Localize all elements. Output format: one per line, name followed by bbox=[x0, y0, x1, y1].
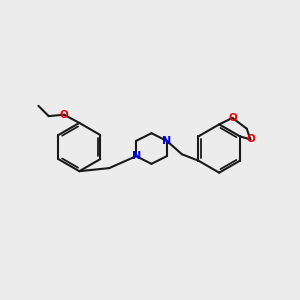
Text: O: O bbox=[228, 113, 237, 123]
Text: O: O bbox=[246, 134, 255, 144]
Text: N: N bbox=[131, 151, 141, 161]
Text: N: N bbox=[162, 136, 171, 146]
Text: O: O bbox=[60, 110, 68, 120]
